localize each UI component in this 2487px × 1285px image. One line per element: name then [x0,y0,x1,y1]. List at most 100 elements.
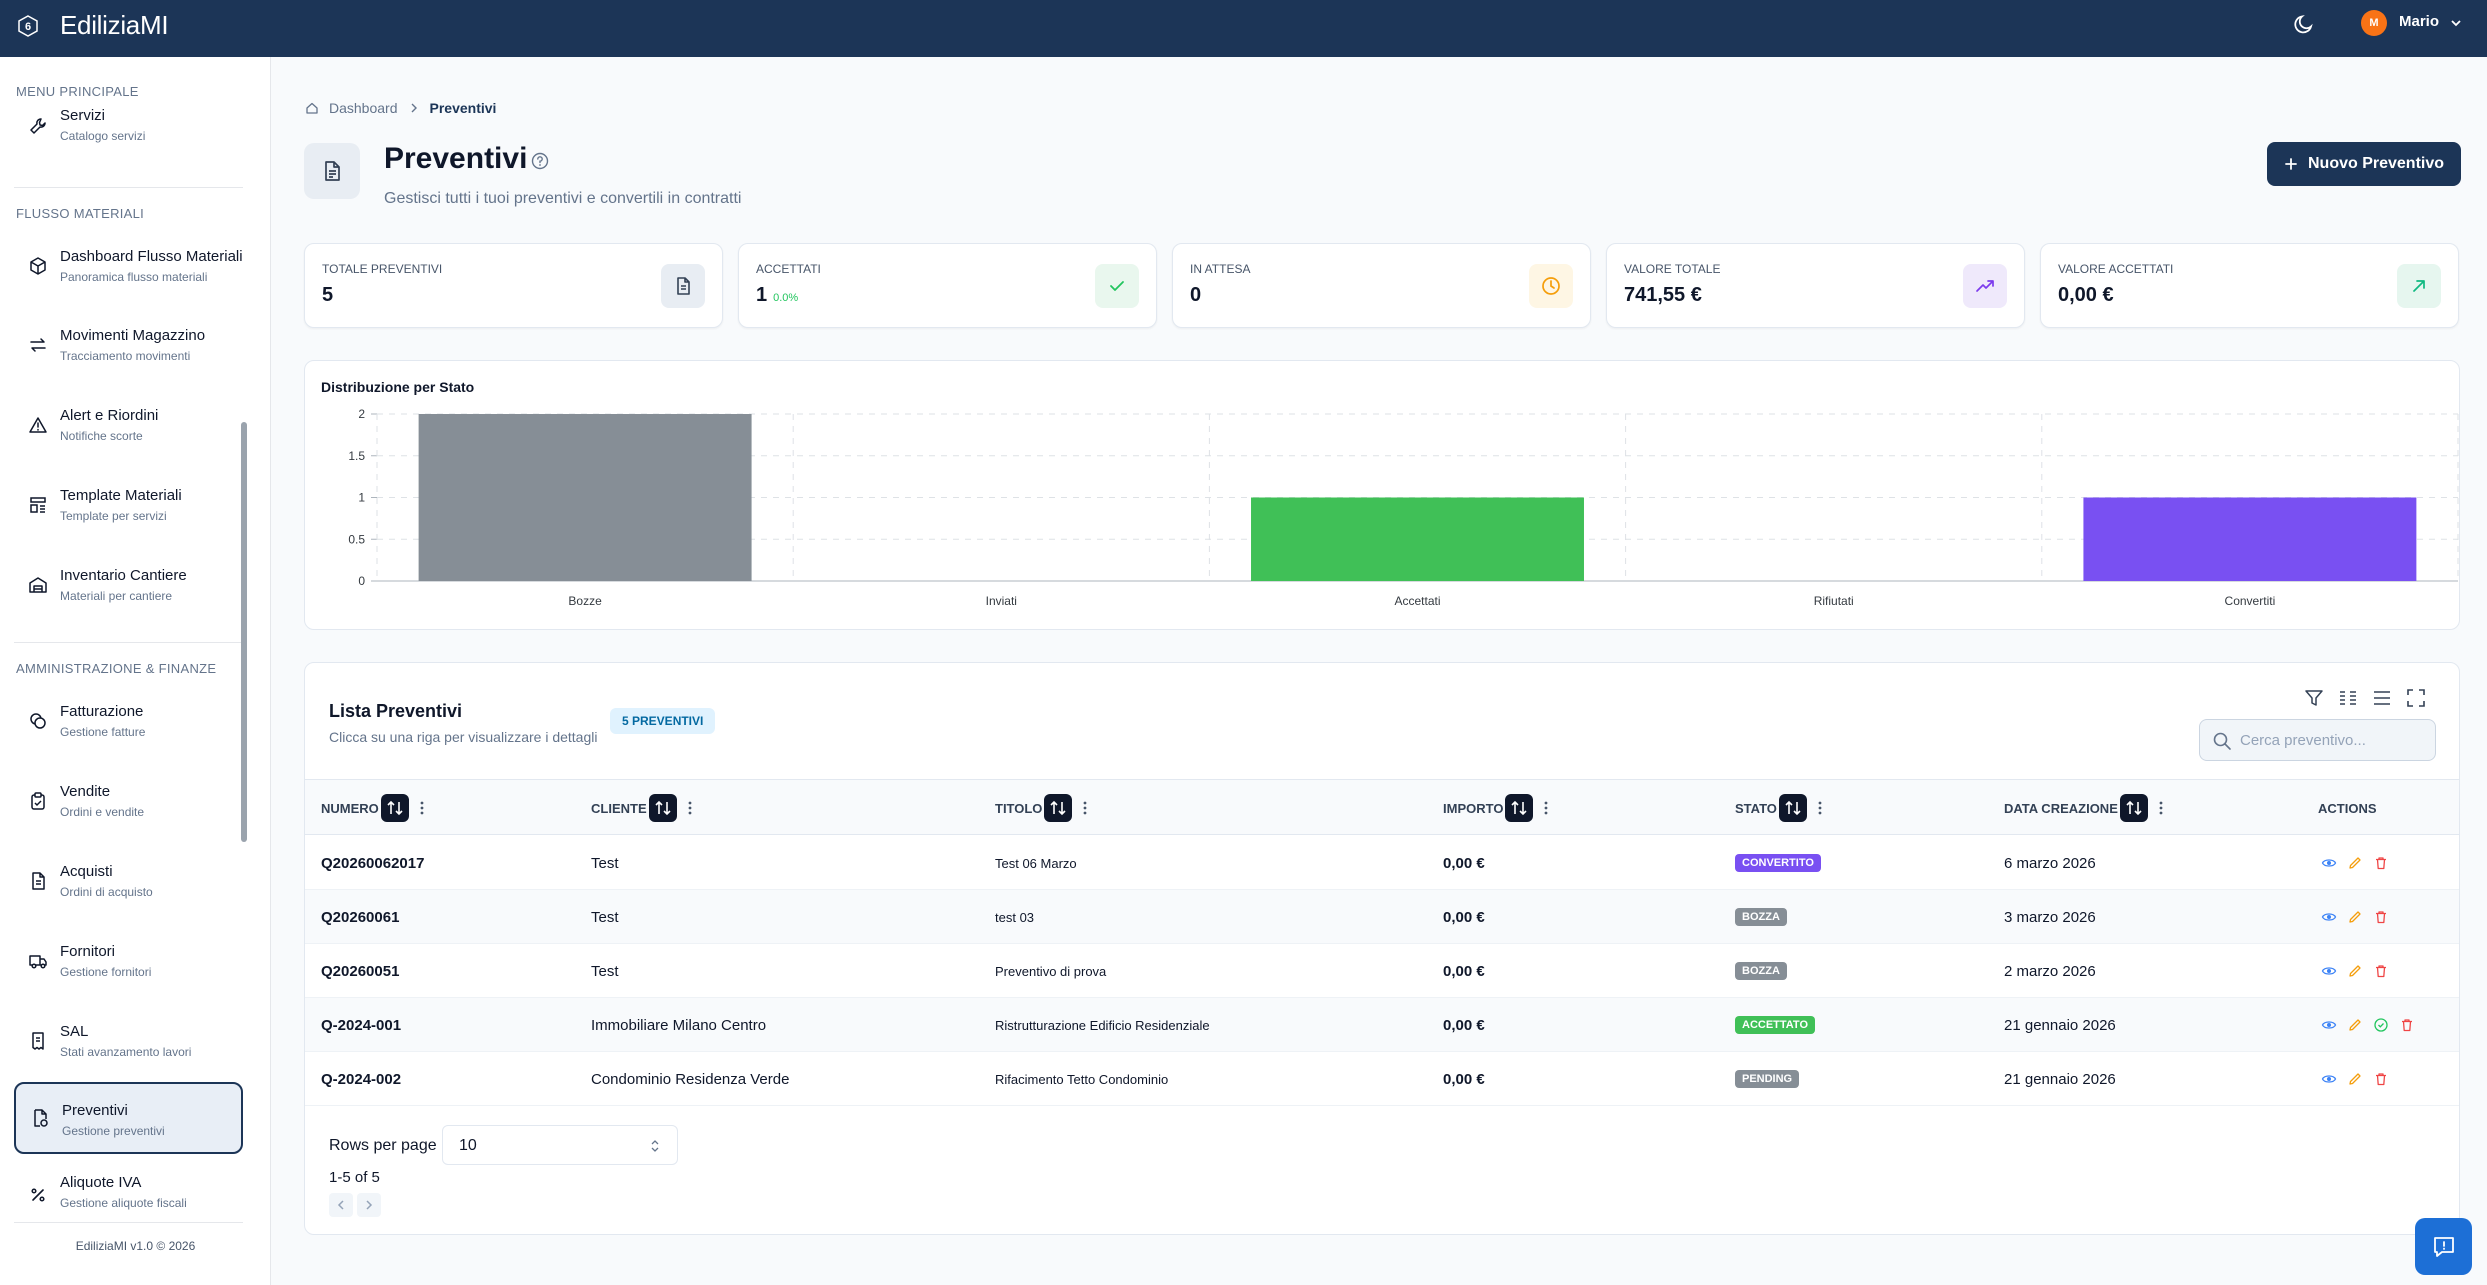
cell-importo: 0,00 € [1443,908,1485,926]
sort-button[interactable] [1044,794,1073,822]
kpi-accettati: ACCETTATI 1 0.0% [738,243,1157,328]
delete-icon[interactable] [2373,855,2389,871]
kebab-menu-icon[interactable] [1813,798,1827,818]
prev-page-button[interactable] [329,1193,353,1217]
home-icon[interactable] [305,101,319,115]
kebab-menu-icon[interactable] [1078,798,1092,818]
cell-titolo: Test 06 Marzo [995,855,1077,871]
bar-bozze[interactable] [418,414,752,581]
sidebar-item-aliquote[interactable]: Aliquote IVA Gestione aliquote fiscali [14,1162,243,1220]
cell-actions [2321,1052,2399,1106]
sort-button[interactable] [648,794,677,822]
search-input[interactable] [2240,728,2425,752]
sort-button[interactable] [380,794,409,822]
chevron-updown-icon [651,1140,659,1152]
column-numero[interactable]: NUMERO [321,780,429,836]
kebab-menu-icon[interactable] [415,798,429,818]
edit-icon[interactable] [2347,963,2363,979]
quotes-list-card: Lista Preventivi Clicca su una riga per … [304,662,2460,1235]
table-row[interactable]: Q20260062017 Test Test 06 Marzo 0,00 € CONVE… [305,836,2459,890]
rows-per-page-select[interactable]: 10 [442,1125,678,1165]
cell-cliente: Test [591,962,619,980]
columns-icon[interactable] [2337,687,2359,709]
convert-icon[interactable] [2373,1017,2389,1033]
column-importo[interactable]: IMPORTO [1443,780,1553,836]
edit-icon[interactable] [2347,1017,2363,1033]
column-stato[interactable]: STATO [1735,780,1827,836]
kebab-menu-icon[interactable] [2154,798,2168,818]
view-icon[interactable] [2321,1071,2337,1087]
chevron-down-icon[interactable] [2449,16,2463,30]
view-icon[interactable] [2321,909,2337,925]
document-icon [325,161,340,181]
sidebar-item-dashboard-flusso[interactable]: Dashboard Flusso Materiali Panoramica fl… [14,230,243,302]
kebab-menu-icon[interactable] [1539,798,1553,818]
sidebar-item-servizi[interactable]: Servizi Catalogo servizi [14,105,243,155]
moon-icon[interactable] [2292,12,2316,36]
app-name[interactable]: EdiliziaMI [60,10,169,40]
sidebar-item-movimenti[interactable]: Movimenti Magazzino Tracciamento movimen… [14,309,243,381]
sidebar-item-label: Movimenti Magazzino [60,327,206,344]
kpi-totale: TOTALE PREVENTIVI 5 [304,243,723,328]
sidebar-item-sub: Ordini di acquisto [60,885,153,899]
delete-icon[interactable] [2373,963,2389,979]
next-page-button[interactable] [357,1193,381,1217]
chart-title: Distribuzione per Stato [321,379,475,395]
table-row[interactable]: Q-2024-001 Immobiliare Milano Centro Ristr… [305,998,2459,1052]
sidebar-item-alert[interactable]: Alert e Riordini Notifiche scorte [14,389,243,461]
breadcrumb-home[interactable]: Dashboard [329,100,398,116]
search-box[interactable] [2199,719,2436,761]
help-circle-icon[interactable] [530,151,550,171]
kpi-in-attesa: IN ATTESA 0 [1172,243,1591,328]
filter-icon[interactable] [2303,687,2325,709]
cell-stato: PENDING [1735,1052,1800,1106]
view-icon[interactable] [2321,1017,2337,1033]
sort-button[interactable] [1778,794,1807,822]
rows-per-page-value: 10 [459,1137,477,1154]
view-icon[interactable] [2321,963,2337,979]
kpi-value: 5 [322,284,334,306]
bar-accettati[interactable] [1251,497,1584,582]
bar-convertiti[interactable] [2083,497,2417,582]
edit-icon[interactable] [2347,1071,2363,1087]
table-row[interactable]: Q20260061 Test test 03 0,00 € BOZZA 3 marzo 2… [305,890,2459,944]
delete-icon[interactable] [2373,1071,2389,1087]
fullscreen-icon[interactable] [2405,687,2427,709]
receipt-icon [32,1032,44,1050]
sidebar-item-label: Aliquote IVA [60,1174,142,1191]
warning-icon [29,417,47,433]
column-titolo[interactable]: TITOLO [995,780,1092,836]
sort-icon [1511,800,1528,816]
sidebar-section-flusso: FLUSSO MATERIALI [16,206,145,221]
delete-icon[interactable] [2399,1017,2415,1033]
sidebar-item-fatturazione[interactable]: Fatturazione Gestione fatture [14,685,243,757]
y-tick-label: 2 [358,407,365,421]
kebab-menu-icon[interactable] [683,798,697,818]
edit-icon[interactable] [2347,855,2363,871]
column-cliente[interactable]: CLIENTE [591,780,697,836]
new-quote-button[interactable]: Nuovo Preventivo [2267,142,2461,186]
column-data[interactable]: DATA CREAZIONE [2004,780,2168,836]
user-avatar[interactable]: M [2361,10,2387,36]
pagination-range: 1-5 of 5 [329,1169,380,1186]
sidebar-item-sal[interactable]: SAL Stati avanzamento lavori [14,1005,243,1077]
sidebar-item-fornitori[interactable]: Fornitori Gestione fornitori [14,925,243,997]
sidebar-item-preventivi[interactable]: Preventivi Gestione preventivi [14,1082,243,1154]
check-icon [1110,281,1124,291]
user-name[interactable]: Mario [2399,13,2440,30]
table-row[interactable]: Q-2024-002 Condominio Residenza Verde Rifa… [305,1052,2459,1106]
delete-icon[interactable] [2373,909,2389,925]
sidebar-item-acquisti[interactable]: Acquisti Ordini di acquisto [14,845,243,917]
sort-button[interactable] [1505,794,1534,822]
sidebar-item-vendite[interactable]: Vendite Ordini e vendite [14,765,243,837]
sidebar-scrollbar[interactable] [241,422,247,842]
sidebar-item-inventario[interactable]: Inventario Cantiere Materiali per cantie… [14,549,243,621]
chevron-right-icon [411,103,417,113]
view-icon[interactable] [2321,855,2337,871]
table-row[interactable]: Q20260051 Test Preventivo di prova 0,00 € BO… [305,944,2459,998]
sort-button[interactable] [2119,794,2148,822]
chat-support-button[interactable] [2415,1218,2472,1275]
edit-icon[interactable] [2347,909,2363,925]
sidebar-item-template[interactable]: Template Materiali Template per servizi [14,469,243,541]
density-icon[interactable] [2371,687,2393,709]
